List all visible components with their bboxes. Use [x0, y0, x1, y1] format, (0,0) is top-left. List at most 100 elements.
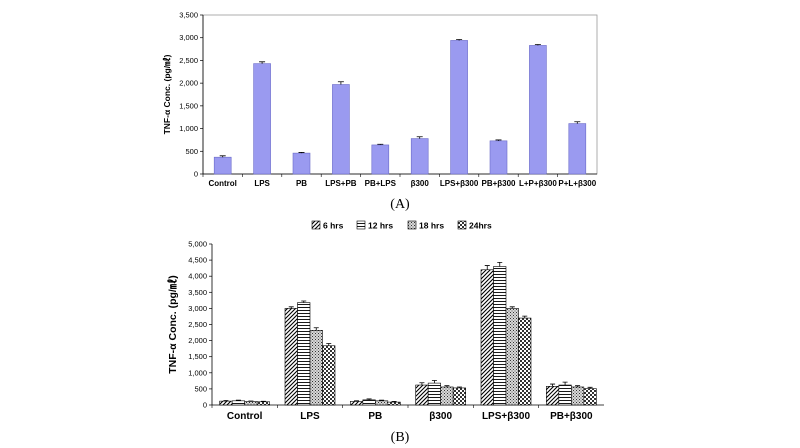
bar	[450, 40, 468, 175]
y-tick-label: 4,000	[188, 272, 207, 281]
legend-label: 12 hrs	[368, 221, 393, 231]
error-bar	[456, 39, 463, 41]
y-axis-label: TNF-α Conc. (pg/㎖)	[167, 275, 179, 374]
bar	[292, 152, 311, 175]
error-bar	[550, 383, 556, 387]
legend-swatch-diagonal	[311, 220, 321, 230]
error-bar	[495, 139, 502, 141]
legend-label: 18 hrs	[419, 221, 444, 231]
bar	[253, 63, 271, 175]
x-tick-label: L+P+β300	[519, 179, 557, 188]
error-bar	[419, 382, 425, 386]
error-bar	[235, 399, 241, 401]
y-tick-label: 3,000	[188, 304, 207, 313]
error-bar	[377, 143, 384, 145]
bar-horizontal	[231, 400, 245, 406]
y-tick-label: 1,500	[179, 101, 198, 110]
error-bar	[497, 261, 503, 267]
bar-diagonal	[546, 386, 560, 406]
error-bar	[223, 400, 229, 402]
bar-dotted	[440, 386, 454, 406]
error-bar	[379, 399, 385, 401]
bar-horizontal	[362, 399, 376, 406]
y-tick-label: 1,000	[188, 368, 207, 377]
bar	[213, 156, 232, 175]
x-tick-label: P+L+β300	[558, 179, 596, 188]
y-tick-label: 2,500	[188, 320, 207, 329]
x-tick-label: β300	[429, 411, 452, 422]
legend-swatch-horizontal	[356, 220, 366, 230]
error-bar	[313, 327, 319, 331]
y-tick-label: 500	[194, 384, 207, 393]
x-tick-label: PB+LPS	[365, 179, 397, 188]
bar-diagonal	[350, 401, 364, 406]
y-tick-label: 0	[203, 401, 207, 410]
y-tick-label: 1,000	[179, 124, 198, 133]
error-bar	[337, 81, 344, 85]
bar-checker	[518, 317, 532, 406]
x-tick-label: Control	[208, 179, 236, 188]
error-bar	[416, 136, 423, 139]
error-bar	[587, 386, 593, 389]
bar-horizontal	[558, 384, 572, 406]
y-tick-label: 2,000	[179, 79, 198, 88]
error-bar	[288, 306, 294, 309]
x-tick-label: LPS+β300	[440, 179, 479, 188]
y-tick-label: 500	[185, 147, 198, 156]
error-bar	[444, 385, 450, 387]
bar-checker	[387, 401, 401, 406]
error-bar	[574, 121, 581, 124]
bar-dotted	[375, 400, 389, 406]
x-tick-label: PB	[368, 411, 382, 422]
chart-a: 0 500 1,000 1,500 2,000 2,500 3,000 3,500 Contro…	[162, 11, 598, 212]
bar	[489, 140, 508, 175]
y-tick-label: 3,500	[188, 288, 207, 297]
bar-checker	[256, 401, 270, 406]
error-bar	[301, 300, 307, 303]
error-bar	[534, 44, 541, 46]
bar	[568, 123, 587, 175]
error-bar	[259, 61, 266, 64]
x-tick-label: LPS+β300	[482, 411, 531, 422]
bar	[371, 144, 390, 175]
error-bar	[354, 400, 360, 402]
legend-label: 6 hrs	[323, 221, 344, 231]
bar	[410, 138, 429, 175]
y-tick-label: 1,500	[188, 352, 207, 361]
caption-a: (A)	[390, 197, 410, 212]
bar-dotted	[505, 308, 519, 406]
legend-swatch-checker	[457, 220, 467, 230]
y-tick-label: 5,000	[188, 240, 207, 249]
y-tick-label: 3,000	[179, 33, 198, 42]
y-tick-label: 2,500	[179, 56, 198, 65]
error-bar	[456, 386, 462, 388]
bar-dotted	[309, 329, 323, 406]
x-tick-label: PB+β300	[550, 411, 593, 422]
x-tick-label: PB+β300	[481, 179, 516, 188]
bar-checker	[322, 345, 336, 406]
legend-label: 24hrs	[469, 221, 492, 231]
error-bar	[575, 385, 581, 387]
bar	[332, 84, 350, 175]
bar-dotted	[244, 401, 258, 406]
bar-checker	[583, 388, 597, 406]
x-tick-label: PB	[296, 179, 307, 188]
caption-b: (B)	[391, 430, 410, 445]
bar-dotted	[571, 386, 585, 406]
x-tick-label: LPS+PB	[325, 179, 357, 188]
x-tick-label: Control	[227, 411, 263, 422]
error-bar	[484, 265, 490, 270]
error-bar	[562, 381, 568, 386]
bar-checker	[452, 387, 466, 406]
y-tick-label: 0	[194, 170, 198, 179]
error-bar	[509, 306, 515, 309]
y-tick-label: 4,500	[188, 256, 207, 265]
error-bar	[326, 343, 332, 346]
y-axis-label: TNF-α Conc. (pg/㎖)	[162, 54, 172, 134]
error-bar	[366, 398, 372, 400]
error-bar	[219, 155, 226, 158]
bar-diagonal	[415, 384, 429, 406]
legend-swatch-dotted	[407, 220, 417, 230]
y-tick-label: 3,500	[179, 11, 198, 20]
error-bar	[431, 380, 437, 384]
